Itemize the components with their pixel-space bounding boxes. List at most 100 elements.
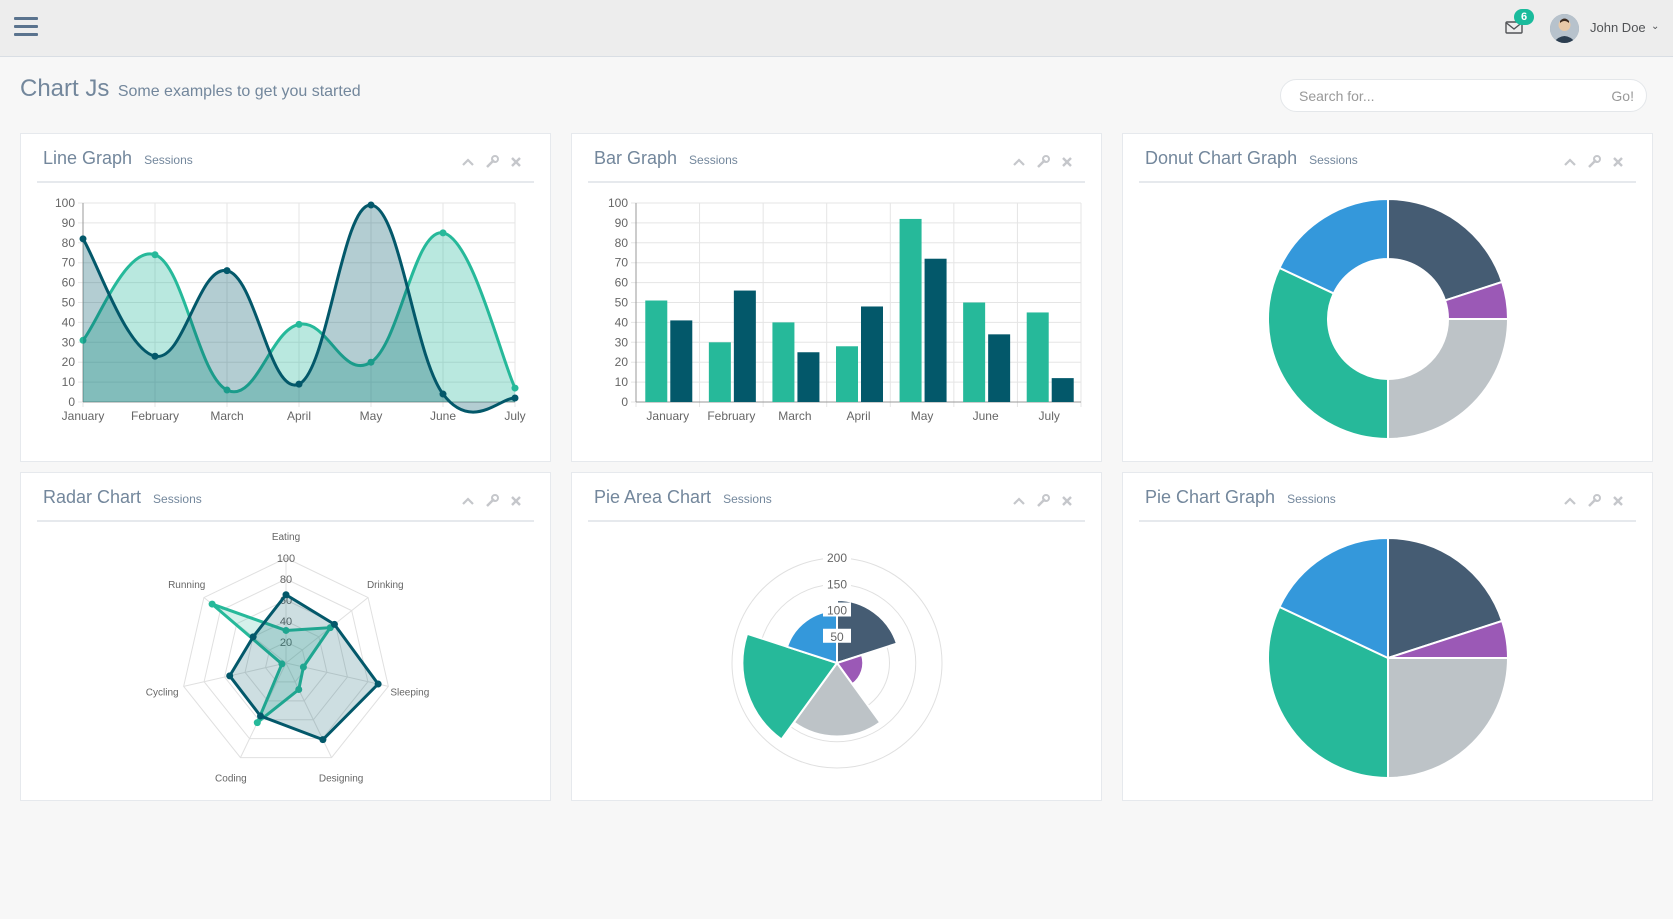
search-go-button[interactable]: Go! xyxy=(1611,88,1634,104)
pie-area-chart-panel: Pie Area Chart Sessions 50 100 150 200 xyxy=(571,472,1102,801)
chevron-down-icon[interactable]: ⌄ xyxy=(1651,21,1660,32)
bar[interactable] xyxy=(1026,312,1049,402)
panel-title: Bar Graph xyxy=(594,148,678,168)
radar-data-point[interactable] xyxy=(319,736,327,744)
polar-slice[interactable] xyxy=(836,598,899,665)
pie-slice[interactable] xyxy=(1278,536,1389,660)
x-tick-label: July xyxy=(1039,409,1060,423)
bar[interactable] xyxy=(899,218,922,402)
donut-slice[interactable] xyxy=(1387,318,1510,441)
polar-slice[interactable] xyxy=(741,632,839,741)
line-data-point[interactable] xyxy=(439,229,447,237)
collapse-icon[interactable] xyxy=(1562,493,1578,509)
panel-header: Radar Chart Sessions xyxy=(37,487,534,522)
wrench-icon[interactable] xyxy=(484,493,500,509)
bar[interactable] xyxy=(836,346,858,402)
donut-slice[interactable] xyxy=(1267,266,1389,441)
radar-axis-label: Cycling xyxy=(146,687,179,698)
line-data-point[interactable] xyxy=(439,390,447,398)
wrench-icon[interactable] xyxy=(1586,493,1602,509)
bar[interactable] xyxy=(708,342,731,402)
radar-data-point[interactable] xyxy=(278,660,286,668)
mail-count-badge[interactable]: 6 xyxy=(1514,9,1534,25)
bar[interactable] xyxy=(733,290,756,402)
pie-slice[interactable] xyxy=(1387,536,1504,660)
line-data-point[interactable] xyxy=(511,394,519,402)
line-series-area xyxy=(83,232,515,402)
radar-axis-label: Designing xyxy=(319,773,363,784)
line-data-point[interactable] xyxy=(151,352,159,360)
bar[interactable] xyxy=(1051,378,1074,402)
radar-data-point[interactable] xyxy=(282,626,290,634)
line-data-point[interactable] xyxy=(79,235,87,243)
panel-header: Line Graph Sessions xyxy=(37,148,534,183)
bar[interactable] xyxy=(772,322,795,402)
radar-data-point[interactable] xyxy=(256,712,264,720)
bar[interactable] xyxy=(861,306,883,402)
page-subheading: Some examples to get you started xyxy=(117,83,361,100)
wrench-icon[interactable] xyxy=(1586,154,1602,170)
pie-slice[interactable] xyxy=(1267,605,1389,780)
radar-axis-label: Running xyxy=(168,580,205,591)
line-data-point[interactable] xyxy=(511,384,519,392)
radar-data-point[interactable] xyxy=(226,672,234,680)
panel-subtitle: Sessions xyxy=(723,492,772,506)
line-data-point[interactable] xyxy=(367,201,375,209)
radar-tick-label: 100 xyxy=(277,553,295,565)
radar-data-point[interactable] xyxy=(374,680,382,688)
radar-data-point[interactable] xyxy=(295,685,303,693)
line-data-point[interactable] xyxy=(295,380,303,388)
collapse-icon[interactable] xyxy=(1562,154,1578,170)
donut-slice[interactable] xyxy=(1387,197,1504,302)
chart-area: 0 10 20 30 40 50 60 70 80 90 100 January February Mar… xyxy=(21,186,552,463)
wrench-icon[interactable] xyxy=(484,154,500,170)
line-data-point[interactable] xyxy=(79,336,87,344)
close-icon[interactable] xyxy=(1059,154,1075,170)
top-navbar: 6 John Doe ⌄ xyxy=(0,0,1673,57)
line-data-point[interactable] xyxy=(151,251,159,259)
close-icon[interactable] xyxy=(1059,493,1075,509)
envelope-icon[interactable] xyxy=(1505,20,1523,35)
radar-data-point[interactable] xyxy=(249,633,257,641)
radar-data-point[interactable] xyxy=(330,620,338,628)
wrench-icon[interactable] xyxy=(1035,154,1051,170)
collapse-icon[interactable] xyxy=(460,154,476,170)
donut-slice[interactable] xyxy=(1278,197,1389,295)
collapse-icon[interactable] xyxy=(460,493,476,509)
radar-tick-label: 20 xyxy=(280,637,292,649)
radar-data-point[interactable] xyxy=(253,719,261,727)
close-icon[interactable] xyxy=(508,493,524,509)
bar[interactable] xyxy=(797,352,820,402)
bar[interactable] xyxy=(670,320,693,402)
line-data-point[interactable] xyxy=(295,320,303,328)
collapse-icon[interactable] xyxy=(1011,493,1027,509)
line-data-point[interactable] xyxy=(223,386,231,394)
close-icon[interactable] xyxy=(1610,493,1626,509)
menu-toggle-icon[interactable] xyxy=(14,17,38,39)
chart-area xyxy=(1123,186,1654,463)
radar-spoke xyxy=(183,662,287,687)
polar-slice[interactable] xyxy=(792,661,882,738)
page-title: Chart Js Some examples to get you starte… xyxy=(20,75,361,103)
wrench-icon[interactable] xyxy=(1035,493,1051,509)
bar[interactable] xyxy=(645,300,668,402)
user-avatar[interactable] xyxy=(1550,14,1579,43)
bar[interactable] xyxy=(963,302,986,403)
line-data-point[interactable] xyxy=(223,267,231,275)
close-icon[interactable] xyxy=(1610,154,1626,170)
radar-data-point[interactable] xyxy=(208,600,216,608)
y-tick-label: 90 xyxy=(62,216,76,230)
radar-grid-ring xyxy=(183,557,389,759)
line-data-point[interactable] xyxy=(367,358,375,366)
pie-chart-panel: Pie Chart Graph Sessions xyxy=(1122,472,1653,801)
search-input[interactable] xyxy=(1299,87,1579,105)
radar-data-point[interactable] xyxy=(282,591,290,599)
close-icon[interactable] xyxy=(508,154,524,170)
pie-slice[interactable] xyxy=(1387,657,1510,780)
radar-data-point[interactable] xyxy=(299,663,307,671)
bar[interactable] xyxy=(988,334,1011,402)
user-name[interactable]: John Doe xyxy=(1590,20,1646,35)
bar[interactable] xyxy=(924,258,947,402)
collapse-icon[interactable] xyxy=(1011,154,1027,170)
panel-title: Donut Chart Graph xyxy=(1145,148,1298,168)
